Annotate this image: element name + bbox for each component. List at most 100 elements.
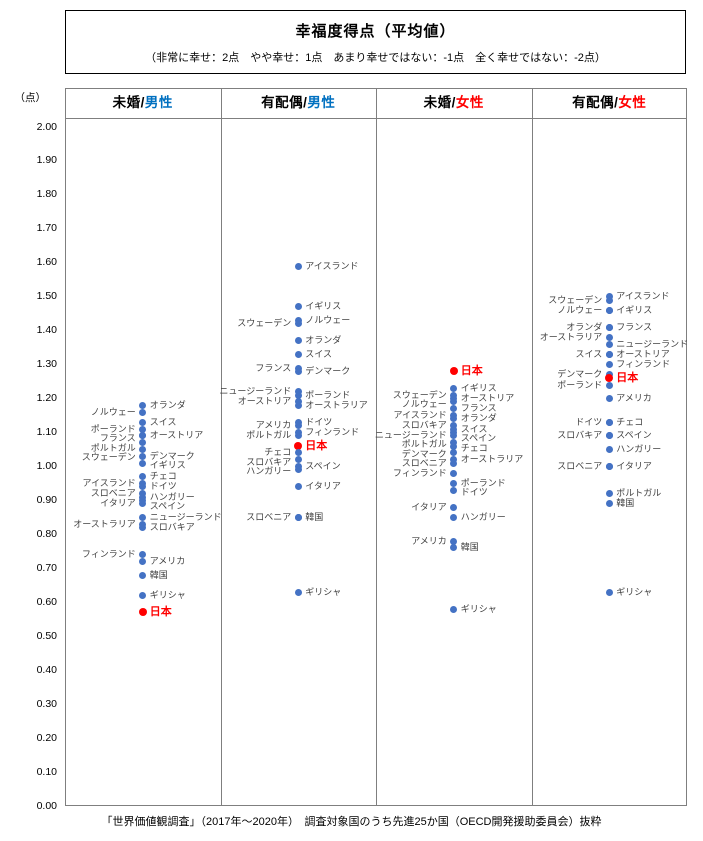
country-label-アメリカ: アメリカ xyxy=(411,535,447,546)
y-axis-tick: 1.10 xyxy=(36,426,57,439)
data-point-ポーランド xyxy=(605,381,613,389)
country-label-イギリス: イギリス xyxy=(616,304,653,315)
data-point-フィンランド xyxy=(605,361,613,369)
country-label-ドイツ: ドイツ xyxy=(460,487,488,498)
data-point-日本 xyxy=(605,374,614,383)
country-label-ポルトガル: ポルトガル xyxy=(90,442,136,453)
country-label-スロベニア: スロベニア xyxy=(246,511,292,522)
country-label-デンマーク: デンマーク xyxy=(401,448,447,459)
country-label-デンマーク: デンマーク xyxy=(149,450,195,461)
panel-header-prefix: 有配偶/ xyxy=(261,95,308,110)
chart-title-box: 幸福度得点（平均値） （非常に幸せ：2点 やや幸せ：1点 あまり幸せではない：-… xyxy=(65,10,686,74)
data-point-デンマーク xyxy=(294,367,302,375)
country-label-アメリカ: アメリカ xyxy=(616,393,652,404)
data-point-ポーランド xyxy=(139,425,147,433)
data-point-日本 xyxy=(449,367,458,376)
y-axis-tick: 1.70 xyxy=(36,222,57,235)
source-note: 「世界価値観調査」（2017年～2020年） 調査対象国のうち先進25か国（OE… xyxy=(101,816,602,828)
country-label-韓国: 韓国 xyxy=(616,498,635,509)
country-label-フィンランド: フィンランド xyxy=(81,549,136,560)
y-axis-tick: 0.30 xyxy=(36,697,57,710)
y-axis-tick: 1.60 xyxy=(36,256,57,269)
country-label-フィンランド: フィンランド xyxy=(392,467,447,478)
panel-header-group: 男性 xyxy=(307,95,336,110)
country-label-チェコ: チェコ xyxy=(460,442,488,453)
y-axis-tick: 0.70 xyxy=(36,561,57,574)
data-point-ポルトガル xyxy=(605,490,613,498)
y-axis-tick: 1.90 xyxy=(36,154,57,167)
data-point-チェコ xyxy=(294,449,302,457)
data-point-フランス xyxy=(139,432,147,440)
data-point-ハンガリー xyxy=(605,446,613,454)
data-point-韓国 xyxy=(605,500,613,508)
panel-divider xyxy=(531,88,533,806)
country-label-オランダ: オランダ xyxy=(149,399,186,410)
data-point-ポルトガル xyxy=(294,432,302,440)
data-point-ドイツ xyxy=(450,486,458,494)
country-label-スロベニア: スロベニア xyxy=(557,461,603,471)
country-label-ポルトガル: ポルトガル xyxy=(616,488,662,499)
country-label-ノルウェー: ノルウェー xyxy=(305,315,351,325)
country-label-オーストリア: オーストリア xyxy=(460,393,515,404)
data-point-スイス xyxy=(294,350,302,358)
country-label-スロバキア: スロバキア xyxy=(246,456,292,467)
data-point-ポーランド xyxy=(450,479,458,487)
data-point-ニュージーランド xyxy=(605,340,613,348)
data-point-チェコ xyxy=(139,473,147,481)
data-point-ノルウェー xyxy=(605,306,613,314)
country-label-フランス: フランス xyxy=(255,362,292,373)
country-label-ポーランド: ポーランド xyxy=(90,423,136,434)
y-axis-tick: 2.00 xyxy=(36,120,57,133)
country-label-フランス: フランス xyxy=(99,433,136,444)
country-label-イギリス: イギリス xyxy=(460,382,497,393)
country-label-スウェーデン: スウェーデン xyxy=(237,318,292,329)
country-label-イタリア: イタリア xyxy=(100,497,136,508)
data-point-アメリカ xyxy=(294,422,302,430)
data-point-チェコ xyxy=(605,418,613,426)
panel-header-prefix: 未婚/ xyxy=(112,95,145,110)
data-point-スロベニア xyxy=(450,459,458,467)
data-point-イギリス xyxy=(139,459,147,467)
data-point-オランダ xyxy=(605,323,613,331)
y-axis-tick: 0.50 xyxy=(36,629,57,642)
country-label-ポーランド: ポーランド xyxy=(557,379,603,390)
country-label-チェコ: チェコ xyxy=(264,447,292,458)
country-label-韓国: 韓国 xyxy=(305,511,324,522)
country-label-イタリア: イタリア xyxy=(616,461,652,471)
country-label-スロバキア: スロバキア xyxy=(557,430,603,441)
y-axis-tick: 0.60 xyxy=(36,595,57,608)
country-label-日本: 日本 xyxy=(616,371,639,384)
y-axis-tick: 0.80 xyxy=(36,527,57,540)
data-point-スイス xyxy=(139,418,147,426)
country-label-ポルトガル: ポルトガル xyxy=(246,430,292,441)
country-label-スイス: スイス xyxy=(575,348,603,359)
country-label-日本: 日本 xyxy=(149,605,172,618)
data-point-アメリカ xyxy=(139,558,147,566)
country-label-スペイン: スペイン xyxy=(616,430,652,441)
data-point-韓国 xyxy=(139,571,147,579)
country-label-フィンランド: フィンランド xyxy=(616,359,671,370)
data-point-韓国 xyxy=(294,513,302,521)
country-label-オーストラリア: オーストラリア xyxy=(460,454,524,465)
y-axis-tick: 1.40 xyxy=(36,324,57,337)
country-label-スペイン: スペイン xyxy=(460,433,497,444)
data-point-デンマーク xyxy=(450,449,458,457)
data-point-アメリカ xyxy=(450,537,458,545)
country-label-スロバキア: スロバキア xyxy=(149,522,195,533)
country-label-オーストリア: オーストリア xyxy=(616,348,670,359)
country-label-ノルウェー: ノルウェー xyxy=(401,399,447,410)
data-point-ハンガリー xyxy=(450,513,458,521)
country-label-ポルトガル: ポルトガル xyxy=(401,439,447,450)
country-label-イギリス: イギリス xyxy=(305,301,342,312)
y-axis-tick: 1.80 xyxy=(36,188,57,201)
country-label-オランダ: オランダ xyxy=(460,413,497,424)
country-label-イギリス: イギリス xyxy=(149,460,186,471)
country-label-フィンランド: フィンランド xyxy=(305,427,360,438)
country-label-スペイン: スペイン xyxy=(305,461,341,471)
country-label-アメリカ: アメリカ xyxy=(149,556,186,567)
country-label-ハンガリー: ハンガリー xyxy=(616,444,662,455)
country-label-韓国: 韓国 xyxy=(149,569,168,580)
country-label-オーストラリア: オーストラリア xyxy=(305,399,368,410)
country-label-アイスランド: アイスランド xyxy=(616,291,670,302)
country-label-オーストリア: オーストリア xyxy=(149,430,204,441)
